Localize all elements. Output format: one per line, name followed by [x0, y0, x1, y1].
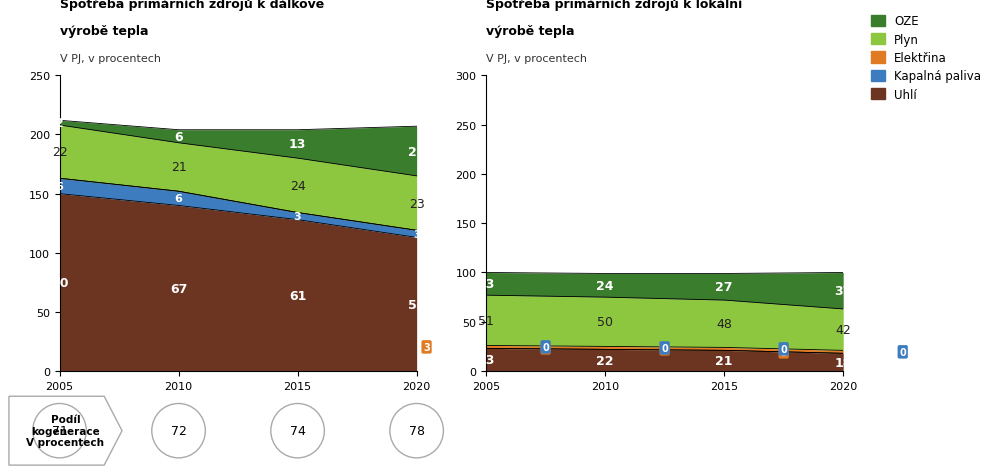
Text: 24: 24	[596, 279, 614, 292]
Text: 27: 27	[715, 281, 733, 294]
Text: 71: 71	[52, 424, 67, 437]
Text: 6: 6	[175, 194, 183, 204]
Text: 13: 13	[289, 138, 307, 151]
Text: 70: 70	[51, 276, 68, 289]
Text: 48: 48	[716, 317, 732, 330]
Legend: OZE, Plyn, Elektřina, Kapalná paliva, Uhlí: OZE, Plyn, Elektřina, Kapalná paliva, Uh…	[871, 15, 981, 101]
Text: 3: 3	[781, 347, 787, 357]
Text: 3: 3	[294, 212, 302, 222]
Text: 0: 0	[662, 343, 668, 353]
Text: 22: 22	[52, 146, 67, 159]
Text: 3: 3	[543, 343, 549, 353]
Text: 50: 50	[597, 316, 613, 328]
Text: 6: 6	[175, 130, 183, 143]
Text: Spotřeba primárních zdrojů k lokální: Spotřeba primárních zdrojů k lokální	[486, 0, 742, 11]
Text: V PJ, v procentech: V PJ, v procentech	[486, 54, 587, 64]
Text: výrobě tepla: výrobě tepla	[486, 25, 574, 38]
Text: výrobě tepla: výrobě tepla	[60, 25, 148, 38]
Polygon shape	[9, 397, 122, 465]
Text: 42: 42	[835, 324, 851, 337]
Text: 21: 21	[171, 161, 186, 174]
Text: Podíl
kogenerace
V procentech: Podíl kogenerace V procentech	[27, 414, 104, 447]
Text: 18: 18	[834, 356, 852, 369]
Text: 0: 0	[781, 344, 787, 354]
Text: 72: 72	[171, 424, 186, 437]
Text: 23: 23	[477, 354, 495, 367]
Ellipse shape	[390, 404, 443, 458]
Text: Spotřeba primárních zdrojů k dálkové: Spotřeba primárních zdrojů k dálkové	[60, 0, 323, 11]
Ellipse shape	[271, 404, 324, 458]
Ellipse shape	[33, 404, 86, 458]
Text: 37: 37	[834, 285, 852, 298]
Text: V PJ, v procentech: V PJ, v procentech	[60, 54, 161, 64]
Text: 3: 3	[424, 342, 430, 352]
Text: 51: 51	[478, 314, 494, 327]
Text: 0: 0	[900, 347, 906, 357]
Ellipse shape	[152, 404, 205, 458]
Text: 23: 23	[409, 197, 425, 210]
Text: 74: 74	[290, 424, 306, 437]
Text: 23: 23	[477, 278, 495, 291]
Text: 22: 22	[596, 354, 614, 367]
Text: 67: 67	[170, 282, 187, 295]
Text: 21: 21	[715, 355, 733, 367]
Text: 61: 61	[289, 289, 307, 302]
Text: 21: 21	[408, 145, 426, 158]
Text: 6: 6	[56, 181, 63, 191]
Text: 3: 3	[662, 344, 668, 354]
Text: 3: 3	[413, 229, 421, 239]
Text: 54: 54	[408, 298, 426, 311]
Text: 0: 0	[543, 342, 549, 352]
Text: 78: 78	[409, 424, 425, 437]
Text: 2: 2	[56, 117, 63, 130]
Text: 24: 24	[290, 179, 306, 192]
